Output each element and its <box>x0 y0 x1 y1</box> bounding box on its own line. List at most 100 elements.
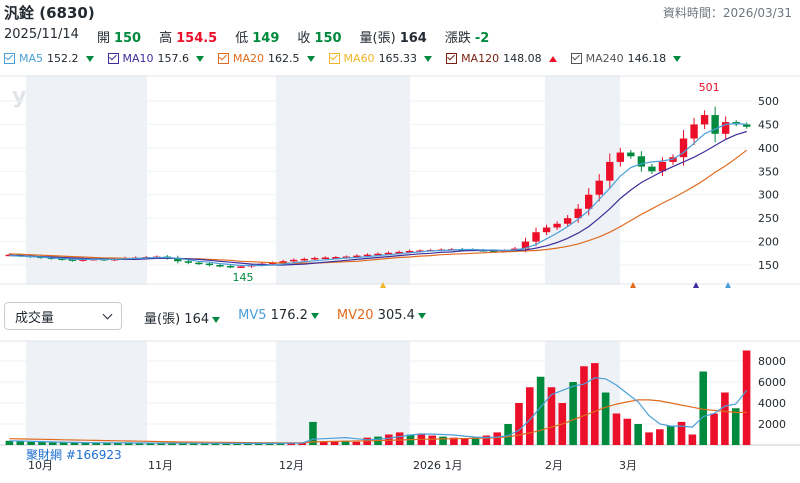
high-value: 154.5 <box>176 31 218 46</box>
change-label: 漲跌 <box>444 31 471 46</box>
checkbox-icon[interactable] <box>107 53 119 64</box>
ma-value: 148.08 <box>503 52 542 65</box>
ma-legend-item-ma5[interactable]: MA5 152.2 <box>4 52 94 65</box>
ma-legend-item-ma10[interactable]: MA10 157.6 <box>107 52 205 65</box>
ma-legend-item-ma60[interactable]: MA60 165.33 <box>328 52 433 65</box>
volume-bar <box>547 387 556 445</box>
mv5-value: 176.2 <box>270 308 308 323</box>
candle-body <box>606 161 614 181</box>
price-tick-label: 200 <box>758 236 779 249</box>
mv20-label: MV20 <box>336 308 374 323</box>
volume-bar <box>168 443 176 445</box>
price-tick-label: 450 <box>758 118 779 131</box>
price-tick-label: 250 <box>758 212 779 225</box>
volume-bar <box>81 442 90 445</box>
volume-bar <box>59 442 68 445</box>
volume-bar <box>146 443 155 445</box>
checkbox-icon[interactable] <box>446 53 458 64</box>
candle-body <box>237 266 245 268</box>
volume-bar <box>135 443 144 445</box>
volume-bar <box>309 421 317 445</box>
volume-bar <box>634 424 642 445</box>
candle-body <box>585 194 593 209</box>
quote-high: 高 154.5 <box>159 27 217 46</box>
quote-bar: 2025/11/14 開 150 高 154.5 低 149 收 150 量(張) 164… <box>4 27 489 46</box>
candle-body <box>311 257 319 260</box>
stock-title: 汎銓 (6830) <box>4 4 95 22</box>
ma5-line <box>9 122 747 267</box>
volume-bar <box>504 424 512 445</box>
down-arrow-icon <box>85 55 94 62</box>
volume-bar <box>645 432 653 445</box>
candle-body <box>363 254 372 257</box>
candle-body <box>384 252 393 255</box>
candle-body <box>574 208 582 219</box>
volume-bar <box>124 443 133 445</box>
volume-bar <box>525 387 534 445</box>
candle-body <box>216 265 224 267</box>
high-label: 高 <box>159 31 173 46</box>
candle-body <box>500 250 509 252</box>
candle-body <box>195 262 203 265</box>
month-band <box>26 341 147 445</box>
volume-bar <box>536 376 545 445</box>
checkbox-icon[interactable] <box>4 53 15 64</box>
volume-label: 量(張) <box>359 31 396 46</box>
candle-body <box>279 261 287 263</box>
candle-body <box>637 156 646 167</box>
mv5-label: MV5 <box>238 308 267 323</box>
volume-bar <box>5 440 14 445</box>
open-value: 150 <box>113 31 142 46</box>
volume-tick-label: 8000 <box>758 355 786 368</box>
source-link[interactable]: 聚財網 #166923 <box>26 448 122 462</box>
price-tick-label: 300 <box>758 189 779 202</box>
volume-bar <box>721 392 729 445</box>
checkbox-icon[interactable] <box>218 53 230 64</box>
mv20-line <box>9 399 747 444</box>
ma-legend-item-ma120[interactable]: MA120 148.08 <box>446 52 557 65</box>
candle-body <box>205 263 214 266</box>
volume-bar <box>233 443 241 445</box>
candle-body <box>268 262 277 265</box>
volume-bar <box>731 408 740 445</box>
down-arrow-icon <box>310 313 319 319</box>
volume-bar <box>580 366 588 445</box>
volume-bar <box>688 434 697 445</box>
checkbox-icon[interactable] <box>570 53 582 64</box>
ma-legend: MA5 152.2 MA10 157.6 MA20 162.5 MA60 165.33 MA12… <box>4 52 682 65</box>
checkbox-icon[interactable] <box>328 53 340 64</box>
candle-body <box>532 232 540 242</box>
candle-body <box>395 251 403 254</box>
candle-body <box>342 256 351 259</box>
indicator-select[interactable]: 成交量 <box>4 302 122 330</box>
candle-body <box>5 254 13 257</box>
volume-tick-label: 2000 <box>758 418 786 431</box>
close-label: 收 <box>297 31 311 46</box>
volume-bar <box>92 442 100 445</box>
ma-legend-item-ma20[interactable]: MA20 162.5 <box>218 52 315 65</box>
ma-name: MA5 <box>19 52 44 65</box>
quote-date: 2025/11/14 <box>4 27 79 42</box>
candle-body <box>332 257 340 259</box>
volume-bar <box>179 443 187 445</box>
volume-tick-label: 4000 <box>758 397 786 410</box>
candle-body <box>700 115 709 125</box>
volume-bar <box>330 441 339 445</box>
volume-bar <box>103 442 111 445</box>
candle-body <box>542 227 551 233</box>
price-tick-label: 150 <box>758 259 779 272</box>
volume-bar <box>114 442 122 445</box>
ma-legend-item-ma240[interactable]: MA240 146.18 <box>570 52 682 65</box>
volume-tick-label: 6000 <box>758 376 786 389</box>
volume-value: 164 <box>399 31 427 46</box>
candle-body <box>743 124 751 127</box>
volume-bar <box>699 371 708 445</box>
volume-bar <box>287 443 296 445</box>
x-axis-label: 3月 <box>619 459 637 472</box>
ma-value: 157.6 <box>157 52 190 65</box>
volume-bar <box>276 443 285 445</box>
volume-bar <box>244 443 252 445</box>
up-arrow-icon <box>548 55 557 62</box>
quote-close: 收 150 <box>297 27 341 46</box>
